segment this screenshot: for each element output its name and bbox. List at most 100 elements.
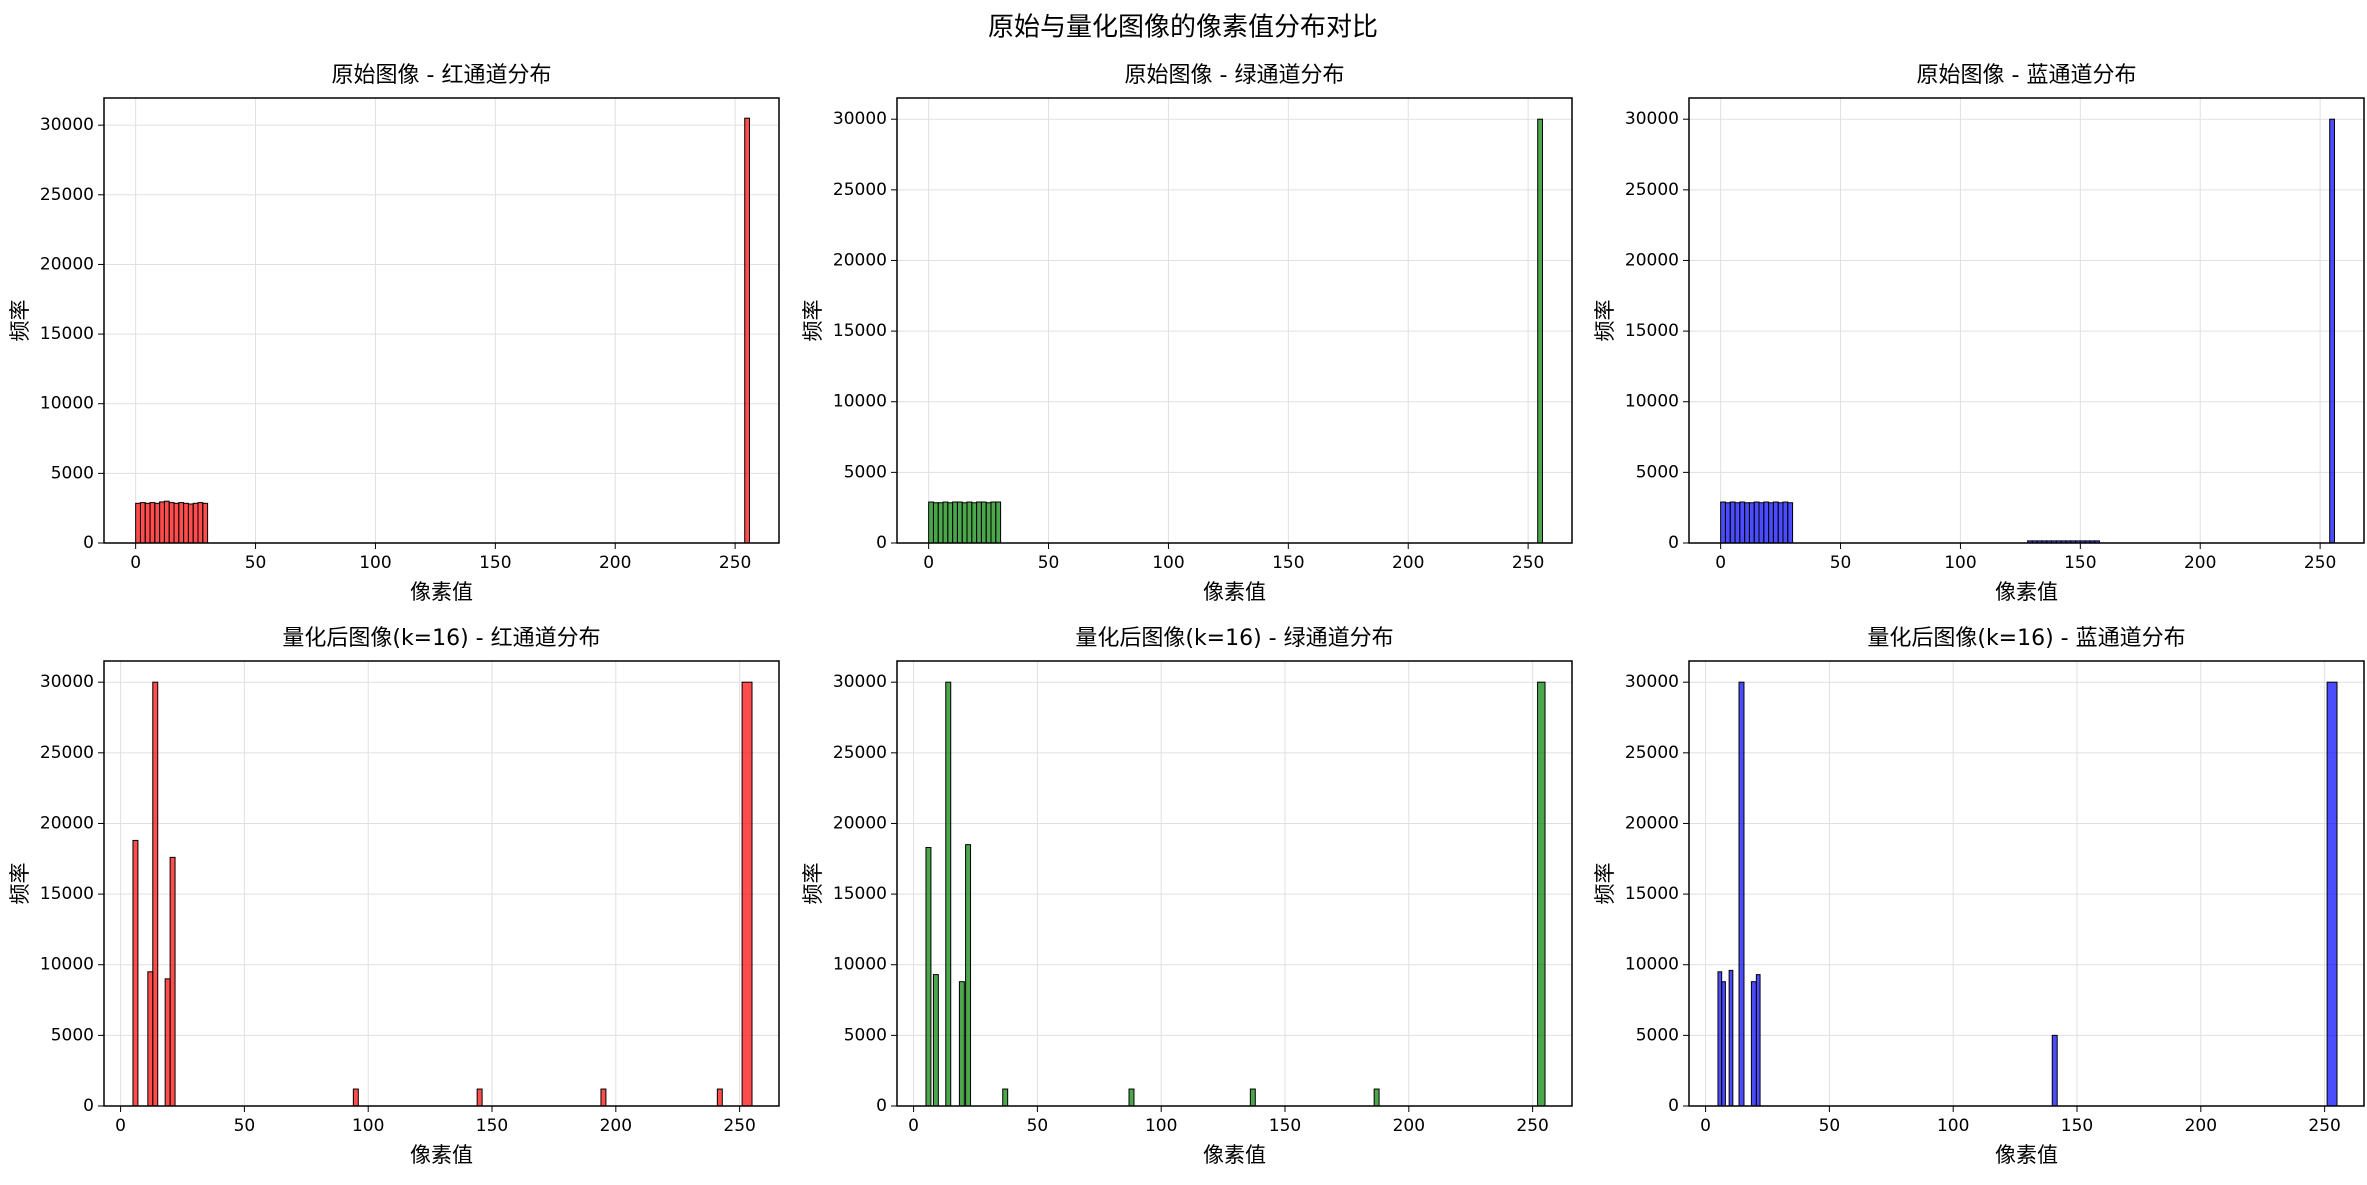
y-axis-label: 频率 xyxy=(8,300,32,342)
y-tick-label: 10000 xyxy=(40,394,94,414)
histogram-bar xyxy=(1782,501,1789,543)
y-tick-label: 25000 xyxy=(40,743,94,763)
x-tick-label: 250 xyxy=(2308,1116,2340,1136)
histogram-bar xyxy=(995,501,1002,543)
histogram-bar xyxy=(932,502,939,543)
y-tick-label: 5000 xyxy=(1636,1025,1679,1045)
x-tick-label: 150 xyxy=(1272,553,1304,573)
bars xyxy=(925,681,1546,1106)
bars xyxy=(1717,681,2338,1106)
histogram-bar xyxy=(985,502,992,543)
histogram-bar xyxy=(178,502,185,543)
histogram-bar xyxy=(952,501,958,543)
subplot-title: 原始图像 - 蓝通道分布 xyxy=(1917,63,2137,88)
histogram-bar xyxy=(1728,969,1734,1106)
axes-frame xyxy=(1688,660,2365,1107)
y-tick-label: 20000 xyxy=(40,813,94,833)
x-axis-label: 像素值 xyxy=(1995,580,2058,604)
x-tick-label: 200 xyxy=(600,1116,632,1136)
histogram-bar xyxy=(928,501,934,543)
x-tick-label: 150 xyxy=(1269,1116,1301,1136)
histogram-bar xyxy=(965,844,972,1106)
subplot-title: 原始图像 - 绿通道分布 xyxy=(1125,63,1345,88)
subplot: 量化后图像(k=16) - 绿通道分布 0 50 100 150 200 250 0 5000 1… xyxy=(801,626,1573,1167)
histogram-bar xyxy=(1537,681,1546,1106)
x-axis-label: 像素值 xyxy=(1995,1143,2058,1167)
histogram-bar xyxy=(1720,501,1726,543)
histogram-bar xyxy=(352,1088,359,1106)
histogram-bar xyxy=(1249,1088,1256,1106)
x-tick-label: 250 xyxy=(723,1116,755,1136)
subplot: 量化后图像(k=16) - 红通道分布 0 50 100 150 200 250 0 5000 1… xyxy=(8,626,780,1167)
x-tick-label: 100 xyxy=(359,553,391,573)
x-tick-label: 250 xyxy=(1512,553,1544,573)
histogram-bar xyxy=(1768,502,1774,543)
bars xyxy=(135,117,751,543)
axes-frame xyxy=(103,660,780,1107)
histogram-bar xyxy=(956,501,963,543)
histogram-bar xyxy=(1777,502,1784,543)
histogram-bar xyxy=(971,502,978,543)
histogram-bar xyxy=(1734,502,1741,543)
x-axis-label: 像素值 xyxy=(1203,580,1266,604)
y-tick-label: 25000 xyxy=(1625,180,1679,200)
y-axis-label: 频率 xyxy=(1593,863,1617,905)
y-tick-label: 15000 xyxy=(40,324,94,344)
y-tick-label: 10000 xyxy=(1625,392,1679,412)
y-tick-label: 5000 xyxy=(51,1025,94,1045)
y-tick-label: 30000 xyxy=(40,115,94,135)
histogram-bar xyxy=(2051,1034,2058,1106)
histogram-bar xyxy=(961,502,968,543)
histogram-bar xyxy=(163,500,170,543)
histogram-bar xyxy=(1724,502,1731,543)
histogram-bar xyxy=(152,681,159,1106)
histogram-bar xyxy=(1128,1088,1135,1106)
y-tick-label: 0 xyxy=(83,1096,94,1116)
histogram-bar xyxy=(135,502,141,543)
histogram-bar xyxy=(925,846,932,1106)
histogram-bar xyxy=(2326,681,2338,1106)
x-tick-label: 0 xyxy=(908,1116,919,1136)
subplot: 原始图像 - 蓝通道分布 0 50 100 150 200 250 0 5000 10000 150… xyxy=(1593,63,2365,604)
histogram-bar xyxy=(1748,502,1755,543)
y-tick-label: 25000 xyxy=(833,180,887,200)
histogram-bar xyxy=(744,117,751,543)
axes-frame xyxy=(1688,97,2365,544)
x-tick-label: 250 xyxy=(719,553,751,573)
y-tick-label: 30000 xyxy=(1625,109,1679,129)
figure-title: 原始与量化图像的像素值分布对比 xyxy=(988,13,1378,43)
x-axis-label: 像素值 xyxy=(410,1143,473,1167)
y-tick-label: 30000 xyxy=(40,672,94,692)
histogram-bar xyxy=(932,974,939,1106)
y-tick-label: 15000 xyxy=(1625,321,1679,341)
histogram-bar xyxy=(159,501,165,543)
subplot-title: 量化后图像(k=16) - 绿通道分布 xyxy=(1075,626,1393,651)
x-tick-label: 50 xyxy=(1027,1116,1049,1136)
y-tick-label: 20000 xyxy=(1625,813,1679,833)
y-tick-label: 20000 xyxy=(833,813,887,833)
histogram-bar xyxy=(1772,501,1779,543)
x-tick-label: 200 xyxy=(1393,1116,1425,1136)
histogram-bar xyxy=(1537,118,1544,543)
x-tick-label: 50 xyxy=(1830,553,1852,573)
histogram-bar xyxy=(164,978,171,1106)
x-tick-label: 0 xyxy=(1700,1116,1711,1136)
y-tick-label: 15000 xyxy=(833,321,887,341)
y-tick-label: 0 xyxy=(1668,533,1679,553)
histogram-bar xyxy=(2094,540,2101,543)
y-axis-label: 频率 xyxy=(801,300,825,342)
y-tick-label: 20000 xyxy=(1625,250,1679,270)
y-axis-label: 频率 xyxy=(801,863,825,905)
x-tick-label: 100 xyxy=(1152,553,1184,573)
x-tick-label: 50 xyxy=(1819,1116,1841,1136)
y-tick-label: 15000 xyxy=(1625,884,1679,904)
y-tick-label: 5000 xyxy=(51,463,94,483)
x-axis-label: 像素值 xyxy=(1203,1143,1266,1167)
axes-frame xyxy=(103,97,780,544)
x-tick-label: 0 xyxy=(1715,553,1726,573)
axes-frame xyxy=(896,97,1573,544)
bars xyxy=(928,118,1544,543)
bars xyxy=(1720,118,2336,543)
